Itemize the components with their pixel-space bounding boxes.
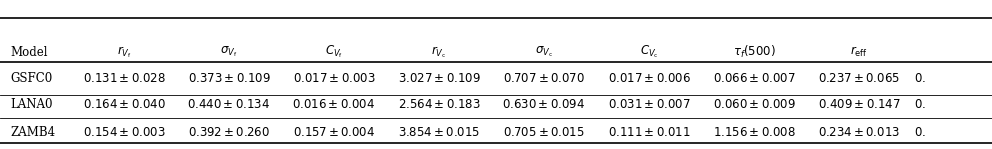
Text: $r_\mathrm{eff}$: $r_\mathrm{eff}$ [850, 45, 868, 59]
Text: $0.060\pm0.009$: $0.060\pm0.009$ [712, 98, 796, 111]
Text: $0.234\pm0.013$: $0.234\pm0.013$ [818, 125, 900, 139]
Text: $0.$: $0.$ [914, 125, 926, 139]
Text: $0.705\pm0.015$: $0.705\pm0.015$ [503, 125, 585, 139]
Text: $r_{V_\mathrm{f}}$: $r_{V_\mathrm{f}}$ [117, 44, 131, 60]
Text: $0.164\pm0.040$: $0.164\pm0.040$ [82, 98, 166, 111]
Text: $3.027\pm0.109$: $3.027\pm0.109$ [398, 72, 480, 84]
Text: $\tau_f(500)$: $\tau_f(500)$ [732, 44, 776, 60]
Text: $0.$: $0.$ [914, 72, 926, 84]
Text: $0.373\pm0.109$: $0.373\pm0.109$ [187, 72, 271, 84]
Text: $1.156\pm0.008$: $1.156\pm0.008$ [712, 125, 796, 139]
Text: $0.440\pm0.134$: $0.440\pm0.134$ [187, 98, 271, 111]
Text: LANA0: LANA0 [10, 98, 53, 111]
Text: $0.392\pm0.260$: $0.392\pm0.260$ [188, 125, 270, 139]
Text: $3.854\pm0.015$: $3.854\pm0.015$ [398, 125, 480, 139]
Text: $0.031\pm0.007$: $0.031\pm0.007$ [608, 98, 690, 111]
Text: ZAMB4: ZAMB4 [10, 125, 56, 139]
Text: $0.707\pm0.070$: $0.707\pm0.070$ [503, 72, 585, 84]
Text: Model: Model [10, 45, 48, 59]
Text: $\sigma_{V_\mathrm{c}}$: $\sigma_{V_\mathrm{c}}$ [535, 45, 553, 59]
Text: $2.564\pm0.183$: $2.564\pm0.183$ [398, 98, 480, 111]
Text: $0.111\pm0.011$: $0.111\pm0.011$ [608, 125, 690, 139]
Text: $0.154\pm0.003$: $0.154\pm0.003$ [82, 125, 166, 139]
Text: $0.017\pm0.003$: $0.017\pm0.003$ [293, 72, 375, 84]
Text: $0.157\pm0.004$: $0.157\pm0.004$ [293, 125, 375, 139]
Text: $0.066\pm0.007$: $0.066\pm0.007$ [712, 72, 796, 84]
Text: $0.017\pm0.006$: $0.017\pm0.006$ [607, 72, 690, 84]
Text: $0.$: $0.$ [914, 98, 926, 111]
Text: $0.016\pm0.004$: $0.016\pm0.004$ [293, 98, 376, 111]
Text: $0.630\pm0.094$: $0.630\pm0.094$ [503, 98, 585, 111]
Text: $0.131\pm0.028$: $0.131\pm0.028$ [82, 72, 166, 84]
Text: $\sigma_{V_\mathrm{f}}$: $\sigma_{V_\mathrm{f}}$ [220, 45, 238, 59]
Text: $r_{V_\mathrm{c}}$: $r_{V_\mathrm{c}}$ [432, 44, 446, 60]
Text: GSFC0: GSFC0 [10, 72, 53, 84]
Text: $C_{V_\mathrm{f}}$: $C_{V_\mathrm{f}}$ [325, 44, 343, 60]
Text: $0.409\pm0.147$: $0.409\pm0.147$ [817, 98, 901, 111]
Text: $0.237\pm0.065$: $0.237\pm0.065$ [818, 72, 900, 84]
Text: $C_{V_\mathrm{c}}$: $C_{V_\mathrm{c}}$ [640, 44, 659, 60]
